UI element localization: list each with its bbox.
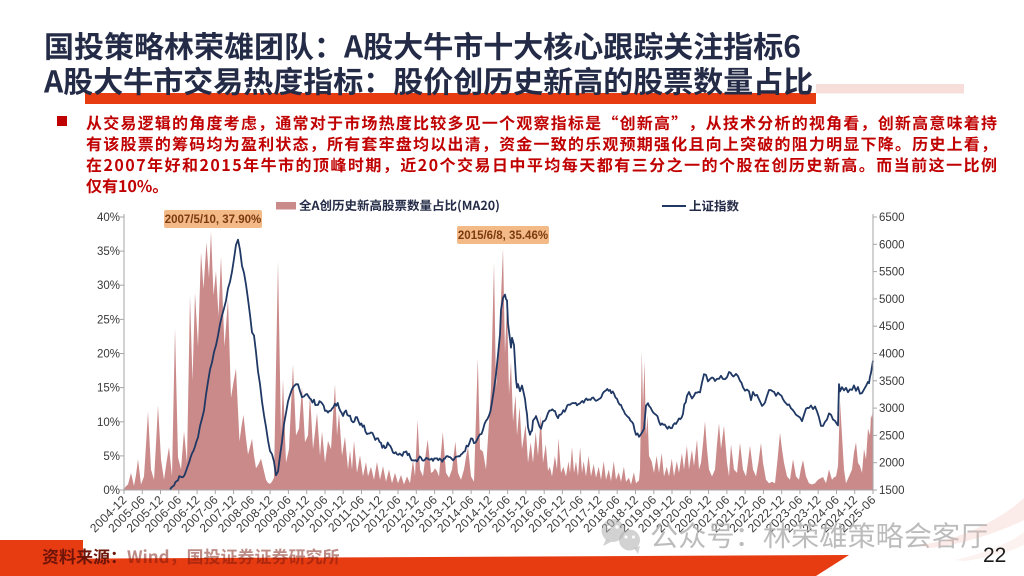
svg-text:25%: 25% <box>97 314 120 326</box>
svg-text:1500: 1500 <box>879 485 905 497</box>
svg-text:4500: 4500 <box>879 321 905 333</box>
svg-text:6500: 6500 <box>879 212 905 224</box>
svg-text:2007/5/10, 37.90%: 2007/5/10, 37.90% <box>165 214 262 226</box>
svg-text:15%: 15% <box>97 383 120 395</box>
svg-text:0%: 0% <box>103 485 120 497</box>
svg-text:10%: 10% <box>97 417 120 429</box>
svg-text:4000: 4000 <box>879 349 905 361</box>
svg-text:20%: 20% <box>97 349 120 361</box>
svg-text:5%: 5% <box>103 451 120 463</box>
svg-text:2015/6/8, 35.46%: 2015/6/8, 35.46% <box>458 230 548 242</box>
svg-text:6000: 6000 <box>879 239 905 251</box>
svg-text:5000: 5000 <box>879 294 905 306</box>
svg-text:30%: 30% <box>97 280 120 292</box>
svg-text:3000: 3000 <box>879 403 905 415</box>
svg-text:22: 22 <box>983 544 1006 567</box>
svg-text:40%: 40% <box>97 212 120 224</box>
svg-text:2000: 2000 <box>879 458 905 470</box>
svg-text:3500: 3500 <box>879 376 905 388</box>
svg-text:35%: 35% <box>97 246 120 258</box>
svg-text:2500: 2500 <box>879 430 905 442</box>
svg-text:5500: 5500 <box>879 267 905 279</box>
